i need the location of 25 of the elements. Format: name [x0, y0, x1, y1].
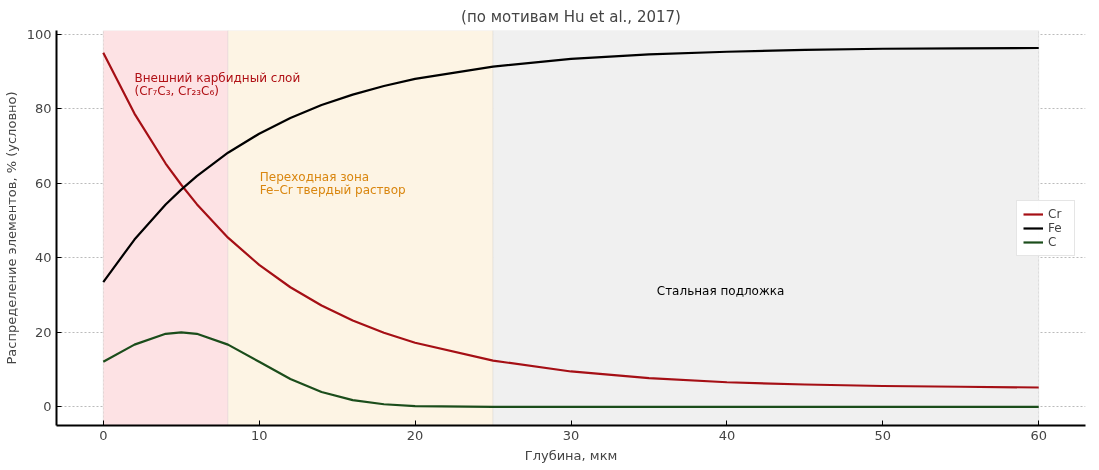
x-tick-label: 60 [1030, 427, 1047, 443]
x-tick-label: 0 [99, 427, 108, 443]
x-tick-label: 10 [250, 427, 268, 443]
x-axis-title: Глубина, мкм [524, 447, 618, 463]
line-series [102, 51, 1040, 389]
y-tick-label: 60 [34, 175, 52, 191]
y-tick-label: 100 [26, 26, 52, 42]
y-tick-label: 40 [34, 250, 52, 266]
line-series [102, 46, 1040, 284]
x-tick-label: 50 [874, 427, 892, 443]
chart-title: (по мотивам Hu et al., 2017) [461, 7, 681, 26]
band-label: Внешний карбидный слой (Cr₇C₃, Cr₂₃C₆) [134, 70, 301, 99]
legend-label: Cr [1048, 206, 1063, 221]
x-tick-label: 20 [406, 427, 424, 443]
y-tick-label: 0 [43, 399, 52, 415]
band-label: Переходная зона Fe–Cr твердый раствор [259, 169, 406, 198]
legend-label: Fe [1048, 220, 1063, 235]
x-tick-label: 30 [562, 427, 580, 443]
y-tick-label: 80 [34, 101, 52, 117]
x-tick-label: 40 [718, 427, 736, 443]
y-axis-title: Распределение элементов, % (условно) [3, 91, 19, 365]
y-tick-label: 20 [34, 324, 52, 340]
band-label: Стальная подложка [656, 284, 785, 299]
line-series [102, 331, 1040, 408]
legend-label: C [1048, 234, 1058, 249]
